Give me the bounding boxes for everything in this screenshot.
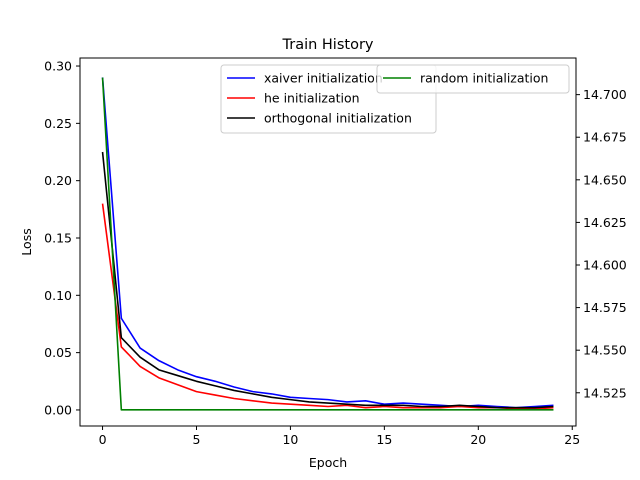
- x-tick-label: 15: [376, 432, 392, 447]
- y2-tick-label: 14.650: [583, 172, 627, 187]
- x-tick-label: 25: [564, 432, 580, 447]
- series-layer: [101, 77, 554, 411]
- x-tick-label: 0: [99, 432, 107, 447]
- y-tick-label: 0.30: [44, 59, 72, 74]
- legend-label: xaiver initialization: [264, 71, 383, 86]
- y-axis-right: 14.525 14.550 14.575 14.600 14.625 14.650 14.6…: [576, 87, 627, 400]
- y-tick-label: 0.25: [44, 116, 72, 131]
- legend-label: orthogonal initialization: [264, 111, 412, 126]
- x-axis-label: Epoch: [309, 455, 347, 470]
- y-tick-label: 0.10: [44, 288, 72, 303]
- y2-tick-label: 14.550: [583, 343, 627, 358]
- x-tick-label: 20: [470, 432, 486, 447]
- series-line-orthogonal-initialization: [101, 151, 554, 409]
- legend-label: random initialization: [420, 71, 548, 86]
- y-tick-label: 0.20: [44, 173, 72, 188]
- y2-tick-label: 14.675: [583, 130, 627, 145]
- series-line-xaiver-initialization: [101, 77, 554, 409]
- y2-tick-label: 14.600: [583, 258, 627, 273]
- legend-label: he initialization: [264, 91, 360, 106]
- plot-frame: [79, 57, 577, 427]
- x-axis: 0 5 10 15 20 25: [99, 426, 580, 447]
- legend-random: random initialization: [376, 64, 570, 94]
- legend-box: [376, 64, 570, 94]
- y-tick-label: 0.00: [44, 402, 72, 417]
- series-line-he-initialization: [101, 203, 554, 410]
- y2-tick-label: 14.525: [583, 385, 627, 400]
- y2-tick-label: 14.575: [583, 300, 627, 315]
- y2-tick-label: 14.625: [583, 215, 627, 230]
- y-tick-label: 0.15: [44, 230, 72, 245]
- y-axis-label: Loss: [19, 228, 34, 255]
- y-axis-left: 0.00 0.05 0.10 0.15 0.20 0.25 0.30: [44, 59, 80, 417]
- series-line-random-initialization: [101, 77, 554, 411]
- x-tick-label: 5: [193, 432, 201, 447]
- y-tick-label: 0.05: [44, 345, 72, 360]
- x-tick-label: 10: [282, 432, 298, 447]
- y2-tick-label: 14.700: [583, 87, 627, 102]
- chart-title: Train History: [282, 37, 374, 53]
